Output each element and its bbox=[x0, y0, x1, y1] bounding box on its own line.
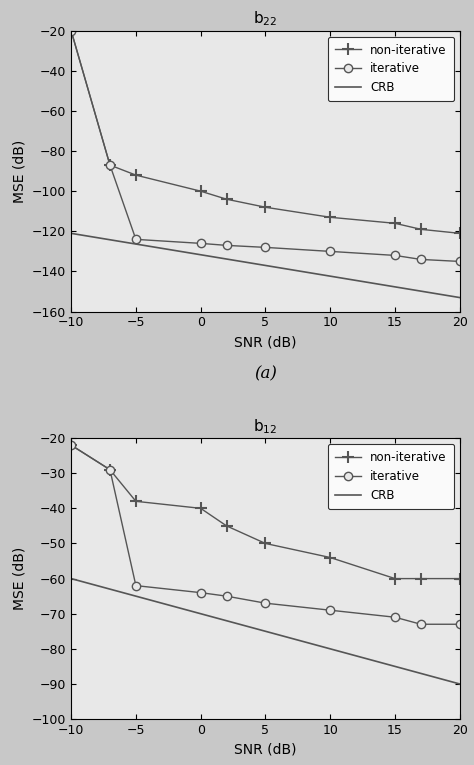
non-iterative bbox=[224, 194, 229, 203]
non-iterative bbox=[107, 465, 113, 474]
iterative bbox=[418, 620, 424, 629]
non-iterative bbox=[198, 503, 203, 513]
iterative bbox=[68, 26, 74, 35]
iterative bbox=[418, 255, 424, 264]
non-iterative bbox=[198, 187, 203, 196]
X-axis label: SNR (dB): SNR (dB) bbox=[234, 743, 297, 757]
iterative bbox=[392, 251, 398, 260]
non-iterative bbox=[133, 171, 139, 180]
non-iterative bbox=[328, 213, 333, 222]
iterative bbox=[457, 620, 463, 629]
iterative bbox=[263, 598, 268, 607]
non-iterative bbox=[68, 26, 74, 35]
Title: b$_{12}$: b$_{12}$ bbox=[253, 417, 278, 436]
iterative bbox=[392, 613, 398, 622]
non-iterative bbox=[418, 574, 424, 583]
Line: non-iterative: non-iterative bbox=[65, 440, 465, 584]
iterative bbox=[133, 235, 139, 244]
non-iterative bbox=[328, 553, 333, 562]
non-iterative bbox=[457, 229, 463, 238]
Y-axis label: MSE (dB): MSE (dB) bbox=[12, 139, 27, 203]
non-iterative bbox=[263, 203, 268, 212]
non-iterative bbox=[68, 441, 74, 450]
iterative bbox=[263, 243, 268, 252]
non-iterative bbox=[392, 574, 398, 583]
non-iterative bbox=[263, 539, 268, 548]
iterative bbox=[198, 588, 203, 597]
Y-axis label: MSE (dB): MSE (dB) bbox=[12, 547, 27, 610]
Line: iterative: iterative bbox=[67, 441, 464, 628]
non-iterative bbox=[224, 521, 229, 530]
Title: b$_{22}$: b$_{22}$ bbox=[253, 10, 278, 28]
Text: (a): (a) bbox=[254, 365, 277, 382]
X-axis label: SNR (dB): SNR (dB) bbox=[234, 335, 297, 349]
iterative bbox=[224, 241, 229, 250]
non-iterative bbox=[133, 496, 139, 506]
Line: iterative: iterative bbox=[67, 27, 464, 265]
iterative bbox=[328, 606, 333, 615]
iterative bbox=[198, 239, 203, 248]
non-iterative bbox=[392, 219, 398, 228]
iterative bbox=[68, 441, 74, 450]
iterative bbox=[107, 161, 113, 170]
iterative bbox=[133, 581, 139, 591]
Legend: non-iterative, iterative, CRB: non-iterative, iterative, CRB bbox=[328, 444, 454, 509]
non-iterative bbox=[418, 225, 424, 234]
non-iterative bbox=[457, 574, 463, 583]
iterative bbox=[107, 465, 113, 474]
Line: non-iterative: non-iterative bbox=[65, 25, 465, 239]
iterative bbox=[224, 591, 229, 601]
non-iterative bbox=[107, 161, 113, 170]
Legend: non-iterative, iterative, CRB: non-iterative, iterative, CRB bbox=[328, 37, 454, 102]
iterative bbox=[328, 247, 333, 256]
iterative bbox=[457, 257, 463, 266]
